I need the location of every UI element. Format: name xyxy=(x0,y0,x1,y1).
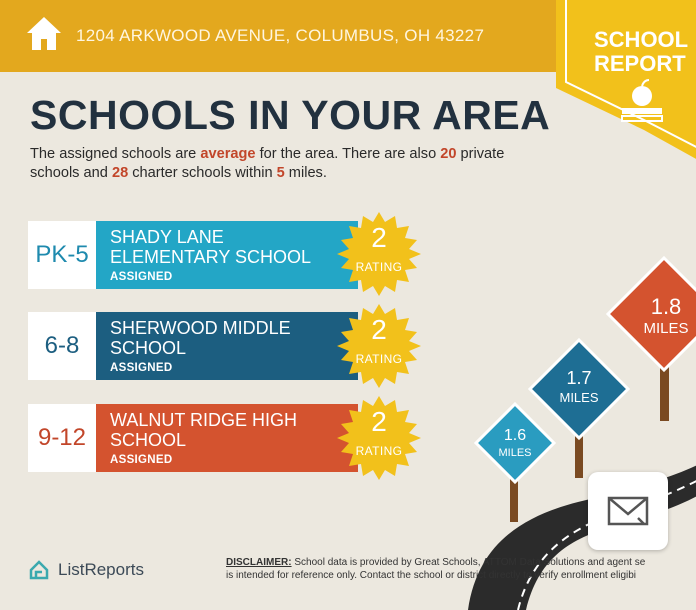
school-bar: WALNUT RIDGE HIGH SCHOOL ASSIGNED xyxy=(96,404,358,472)
disclaimer-text1: School data is provided by Great Schools… xyxy=(291,557,646,568)
badge-line1: SCHOOL xyxy=(594,27,689,52)
star-seal-icon xyxy=(337,396,421,480)
school-bar: SHADY LANE ELEMENTARY SCHOOL ASSIGNED xyxy=(96,221,358,289)
school-name: SHADY LANE ELEMENTARY SCHOOL xyxy=(110,227,312,267)
distance-sign: 1.6 MILES xyxy=(473,401,557,522)
distance-sign: 1.8 MILES xyxy=(600,255,696,421)
star-seal-icon xyxy=(337,212,421,296)
contact-mail-button[interactable] xyxy=(588,472,668,550)
badge-line2: REPORT xyxy=(594,51,686,76)
sign-distance: 1.7 xyxy=(566,368,592,388)
rating-seal: 2 RATING xyxy=(337,212,421,296)
mail-icon xyxy=(607,496,649,526)
intro-part2: for the area. There are also xyxy=(255,146,441,162)
rating-value: 2 xyxy=(371,406,387,437)
page-title: SCHOOLS IN YOUR AREA xyxy=(30,92,551,138)
sign-distance: 1.8 xyxy=(650,294,682,319)
rating-seal: 2 RATING xyxy=(337,304,421,388)
rating-label: RATING xyxy=(355,352,403,366)
disclaimer: DISCLAIMER: School data is provided by G… xyxy=(226,556,696,582)
grade-range: 6-8 xyxy=(28,312,96,380)
rating-label: RATING xyxy=(355,260,403,274)
school-row[interactable]: 9-12 WALNUT RIDGE HIGH SCHOOL ASSIGNED xyxy=(28,404,358,472)
quality-highlight: average xyxy=(200,146,256,162)
intro-part4: charter schools within xyxy=(128,165,277,181)
assigned-label: ASSIGNED xyxy=(110,271,173,283)
distance-sign: 1.7 MILES xyxy=(527,337,631,478)
school-row[interactable]: PK-5 SHADY LANE ELEMENTARY SCHOOL ASSIGN… xyxy=(28,221,358,289)
listreports-logo-icon xyxy=(29,560,49,580)
sign-unit: MILES xyxy=(559,390,599,405)
apple-on-books-icon xyxy=(621,79,663,122)
intro-part3: private schools and xyxy=(30,146,505,181)
house-icon xyxy=(27,17,61,50)
intro-text: The assigned schools are average for the… xyxy=(30,145,530,183)
grade-range: PK-5 xyxy=(28,221,96,289)
assigned-label: ASSIGNED xyxy=(110,454,173,466)
logo-text: ListReports xyxy=(58,560,144,579)
rating-value: 2 xyxy=(371,222,387,253)
private-count: 20 xyxy=(440,146,457,162)
school-row[interactable]: 6-8 SHERWOOD MIDDLE SCHOOL ASSIGNED xyxy=(28,312,358,380)
rating-label: RATING xyxy=(355,444,403,458)
assigned-label: ASSIGNED xyxy=(110,362,173,374)
grade-range: 9-12 xyxy=(28,404,96,472)
rating-value: 2 xyxy=(371,314,387,345)
rating-seal: 2 RATING xyxy=(337,396,421,480)
badge-title: SCHOOL REPORT xyxy=(594,28,696,76)
charter-count: 28 xyxy=(111,165,129,181)
intro-part1: The assigned schools are xyxy=(30,146,201,162)
school-name: SHERWOOD MIDDLE SCHOOL xyxy=(110,318,291,358)
radius-miles: 5 xyxy=(276,165,285,181)
disclaimer-line2: is intended for reference only. Contact … xyxy=(226,570,637,581)
sign-unit: MILES xyxy=(643,320,689,337)
school-bar: SHERWOOD MIDDLE SCHOOL ASSIGNED xyxy=(96,312,358,380)
sign-unit: MILES xyxy=(498,447,532,459)
disclaimer-label: DISCLAIMER: xyxy=(226,557,292,568)
intro-part5: miles. xyxy=(284,165,327,181)
school-name: WALNUT RIDGE HIGH SCHOOL xyxy=(110,410,298,450)
sign-distance: 1.6 xyxy=(503,427,527,444)
property-address: 1204 ARKWOOD AVENUE, COLUMBUS, OH 43227 xyxy=(76,26,485,45)
disclaimer-line1: DISCLAIMER: School data is provided by G… xyxy=(226,556,696,569)
star-seal-icon xyxy=(337,304,421,388)
listreports-logo[interactable]: ListReports xyxy=(28,558,144,582)
